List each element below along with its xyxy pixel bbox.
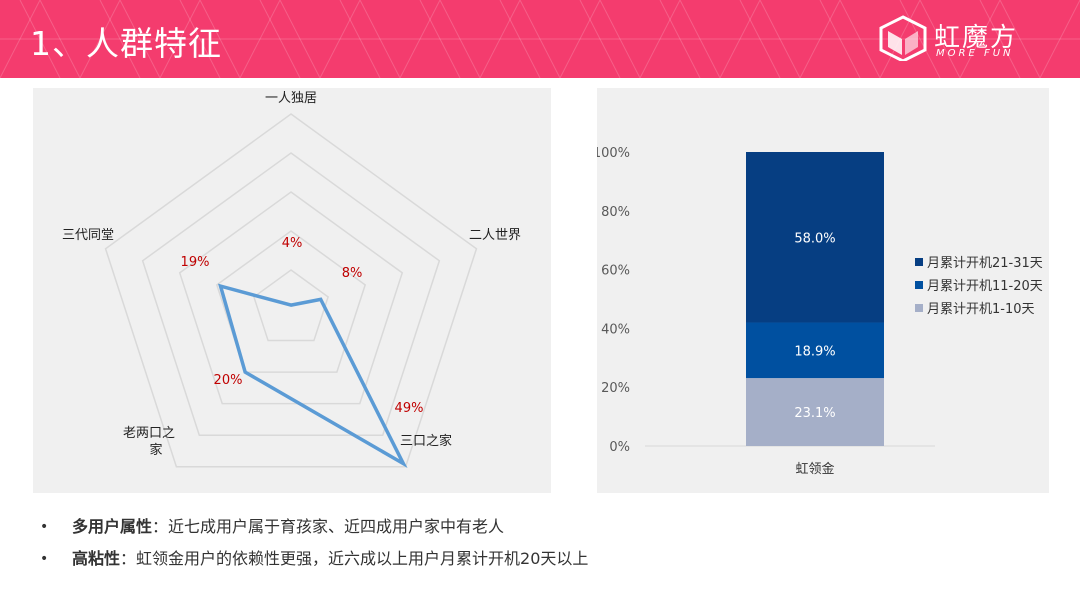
radar-ring	[141, 152, 441, 436]
radar-axis-label: 一人独居	[265, 91, 317, 106]
bar-data-label: 58.0%	[794, 231, 835, 246]
radar-axis-label: 三代同堂	[62, 228, 114, 243]
page-title: 1、人群特征	[30, 24, 222, 63]
radar-data-label: 4%	[282, 236, 303, 251]
radar-axis-label: 二人世界	[469, 228, 521, 243]
radar-data-label: 20%	[214, 373, 243, 388]
header-banner: 1、人群特征 虹魔方 MORE FUN	[0, 0, 1080, 78]
bar-data-label: 23.1%	[794, 406, 835, 421]
radar-data-label: 19%	[181, 255, 210, 270]
radar-axis-label: 老两口之	[123, 426, 175, 441]
bar-segment	[746, 152, 884, 323]
brand-logo: 虹魔方 MORE FUN	[878, 15, 1038, 65]
bullet-text: ：近七成用户属于育孩家、近四成用户家中有老人	[152, 517, 505, 536]
legend-label: 月累计开机11-20天	[927, 279, 1043, 294]
x-category-label: 虹领金	[795, 461, 834, 477]
bullet-text: ：虹领金用户的依赖性更强，近六成以上用户月累计开机20天以上	[120, 549, 589, 568]
legend-label: 月累计开机1-10天	[927, 302, 1035, 317]
radar-ring	[104, 113, 478, 468]
bar-segment	[746, 322, 884, 379]
legend-swatch	[915, 304, 923, 312]
y-tick-label: 60%	[601, 264, 630, 279]
legend-swatch	[915, 281, 923, 289]
radar-chart-panel: 一人独居二人世界三口之家 老两口之家 三代同堂 8% 49% 20% 19% 4%	[33, 88, 551, 493]
radar-axis-label: 家	[149, 442, 162, 458]
bullet-marker: •	[40, 551, 49, 567]
legend-swatch	[915, 258, 923, 266]
bullet-list: • 多用户属性：近七成用户属于育孩家、近四成用户家中有老人 • 高粘性：虹领金用…	[38, 513, 588, 577]
radar-ring	[215, 230, 367, 373]
y-tick-label: 40%	[601, 322, 630, 337]
bullet-item: • 多用户属性：近七成用户属于育孩家、近四成用户家中有老人	[38, 513, 588, 545]
brand-cube-icon	[879, 15, 927, 63]
radar-series-line	[217, 283, 408, 469]
bar-segment	[746, 378, 884, 446]
bullet-marker: •	[40, 519, 49, 535]
logo-subtitle: MORE FUN	[936, 48, 1014, 59]
radar-axis-label: 三口之家	[400, 433, 452, 449]
bullet-label: 高粘性	[72, 549, 121, 568]
radar-data-label: 49%	[395, 401, 424, 416]
y-tick-label: 80%	[601, 205, 630, 220]
logo-name: 虹魔方	[934, 23, 1019, 53]
radar-data-label: 8%	[342, 266, 363, 281]
bar-data-label: 18.9%	[794, 344, 835, 359]
stacked-bar-panel: 0% 20% 40% 60% 80% 100% 23.1% 18.9% 58.0% 虹领金 月累…	[593, 88, 1049, 493]
y-tick-label: 0%	[609, 440, 630, 455]
bullet-item: • 高粘性：虹领金用户的依赖性更强，近六成以上用户月累计开机20天以上	[38, 545, 588, 577]
radar-ring	[253, 269, 329, 342]
radar-ring	[178, 191, 404, 405]
y-tick-label: 20%	[601, 381, 630, 396]
stacked-bar-chart: 0% 20% 40% 60% 80% 100% 23.1% 18.9% 58.0% 虹领金 月累…	[593, 146, 1043, 477]
y-tick-label: 100%	[597, 146, 630, 161]
legend-label: 月累计开机21-31天	[927, 256, 1043, 271]
bullet-label: 多用户属性	[72, 517, 153, 536]
